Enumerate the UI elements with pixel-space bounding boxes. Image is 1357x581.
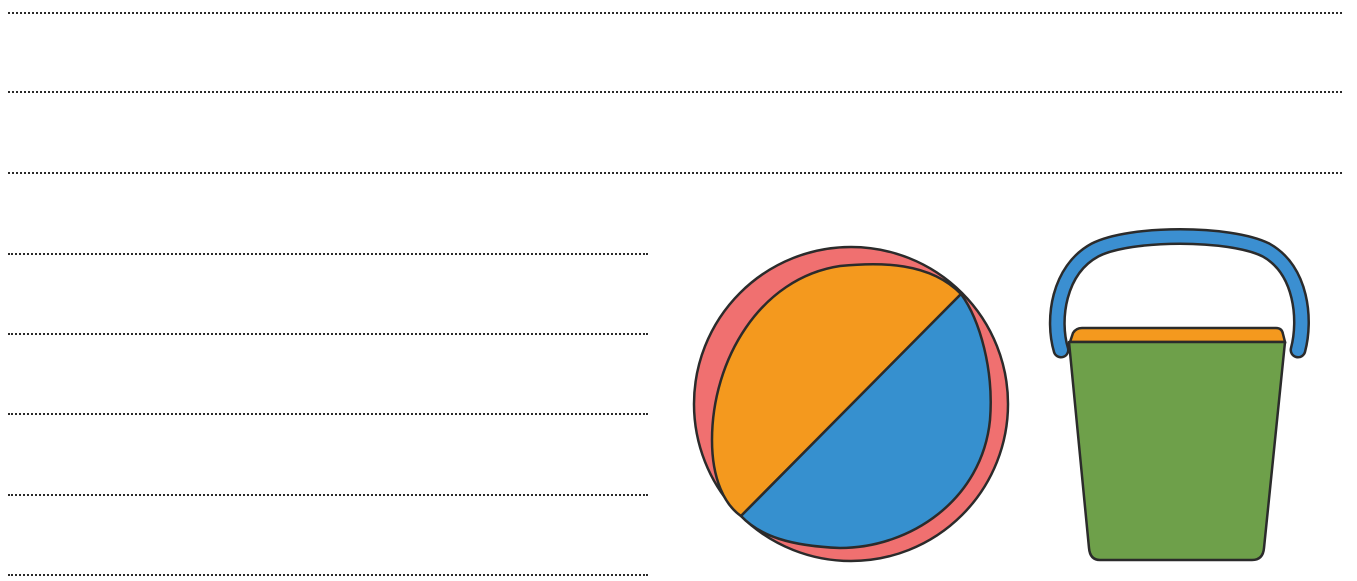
beach-ball-icon bbox=[692, 245, 1010, 563]
writing-line bbox=[8, 333, 648, 335]
writing-line bbox=[8, 91, 1342, 93]
writing-line bbox=[8, 253, 648, 255]
beach-ball-blue-stripe bbox=[739, 292, 992, 550]
bucket-rim bbox=[1068, 326, 1287, 344]
bucket-icon bbox=[1048, 228, 1310, 562]
writing-line bbox=[8, 494, 648, 496]
writing-line bbox=[8, 413, 648, 415]
writing-line bbox=[8, 12, 1342, 14]
writing-line bbox=[8, 172, 1342, 174]
bucket-body bbox=[1067, 340, 1287, 562]
beach-ball-orange-stripe bbox=[710, 262, 963, 518]
bucket-handle bbox=[1051, 230, 1308, 356]
writing-line bbox=[8, 574, 648, 576]
